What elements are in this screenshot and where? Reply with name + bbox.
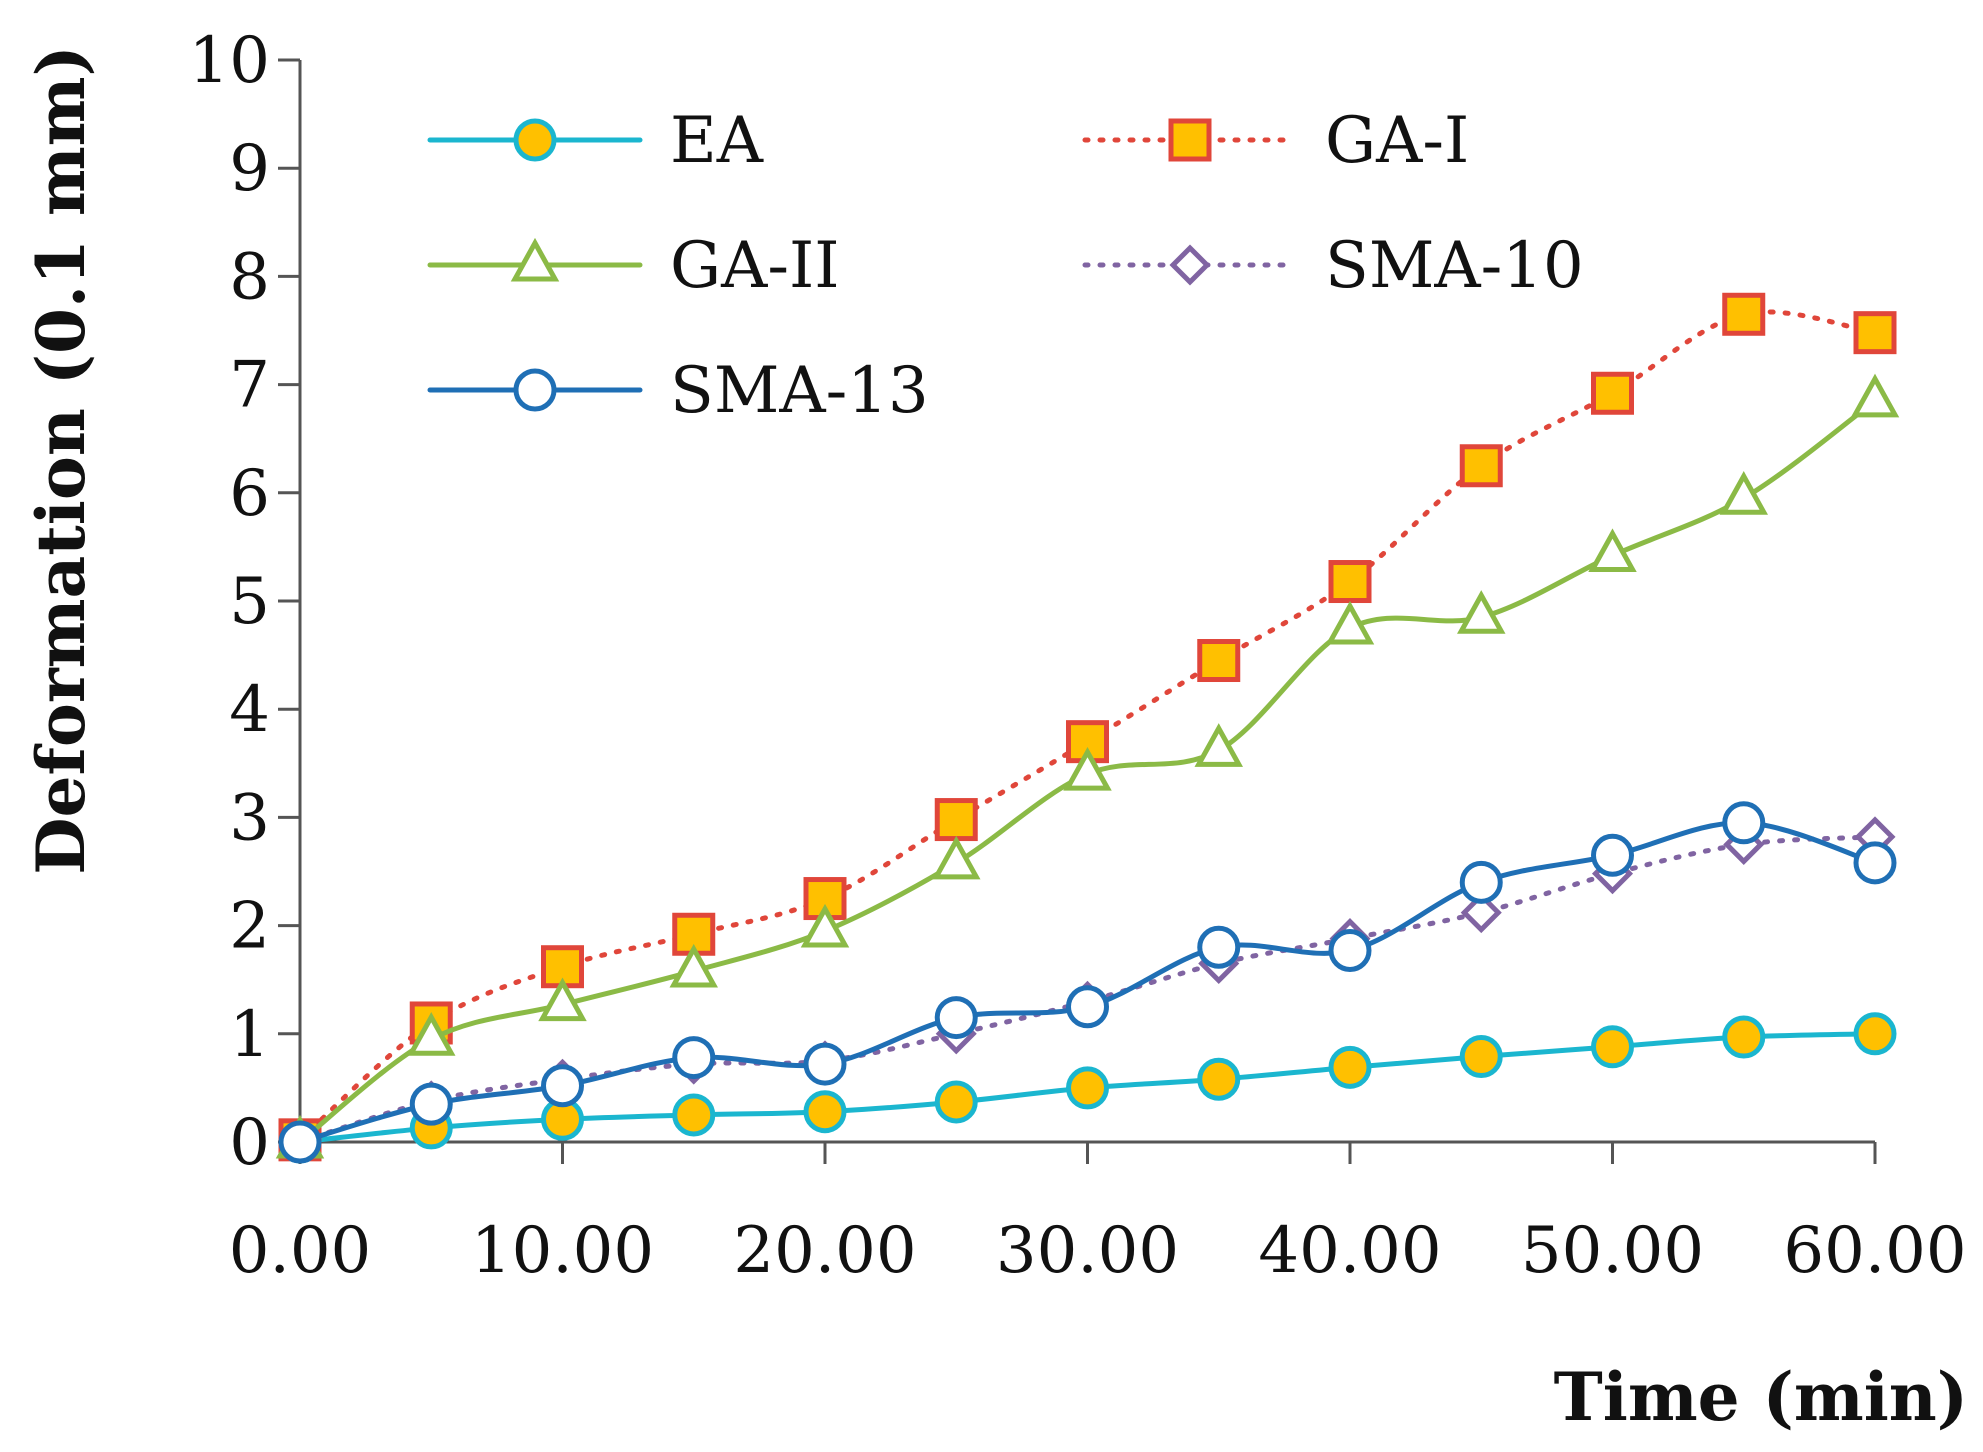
y-ticks: 0 1 2 3 4 5 6 7 8 9 10: [189, 24, 300, 1180]
data-point-ga-ii: [407, 1012, 456, 1056]
legend-item-sma-13: SMA-13: [427, 354, 929, 428]
data-point-ea: [1722, 1015, 1766, 1059]
data-point-sma-13: [672, 1036, 716, 1080]
axes: [298, 60, 1875, 1144]
data-point-ga-ii: [1719, 471, 1768, 515]
data-point-ga-ii: [800, 903, 850, 948]
legend-item-ga-ii: GA-II: [427, 229, 840, 303]
data-point-ea: [1328, 1045, 1372, 1089]
series-sma-13: [278, 801, 1897, 1164]
legend-label: GA-II: [670, 229, 840, 303]
y-tick-label: 4: [229, 673, 270, 747]
data-point-sma-13: [1459, 860, 1503, 904]
y-tick-label: 5: [229, 565, 270, 639]
data-point-sma-13: [541, 1064, 584, 1108]
data-point-ea: [1853, 1012, 1897, 1056]
data-point-ea: [803, 1090, 847, 1134]
legend-item-sma-10: SMA-10: [1082, 229, 1584, 303]
data-point-ea: [1066, 1066, 1109, 1110]
legend-label: SMA-10: [1325, 229, 1584, 303]
y-tick-label: 1: [229, 998, 270, 1072]
data-point-ea: [1197, 1057, 1241, 1101]
data-point-ga-ii: [538, 977, 587, 1022]
y-axis-title: Deformation (0.1 mm): [22, 45, 100, 874]
x-tick-label: 30.00: [996, 1214, 1179, 1288]
series-layer: [275, 292, 1900, 1164]
data-point-sma-13: [1066, 985, 1109, 1029]
data-point-ea: [1459, 1035, 1503, 1079]
x-axis-title: Time (min): [1554, 1358, 1968, 1436]
data-point-ea: [934, 1080, 978, 1124]
x-tick-label: 20.00: [733, 1214, 916, 1288]
data-point-ga-i: [1459, 444, 1503, 488]
x-tick-label: 50.00: [1521, 1214, 1704, 1288]
data-point-ga-ii: [1457, 590, 1506, 634]
data-point-ga-ii: [669, 943, 718, 988]
data-point-sma-13: [1328, 928, 1372, 972]
x-ticks: 0.00 10.00 20.00 30.00 40.00 50.00 60.00: [229, 1142, 1967, 1288]
data-point-sma-13: [803, 1042, 847, 1086]
x-tick-label: 40.00: [1258, 1214, 1441, 1288]
data-point-ga-i: [1328, 560, 1372, 604]
data-point-sma-13: [278, 1120, 322, 1164]
legend: EA GA-I GA-II SMA-10 SMA-13: [427, 104, 1584, 428]
y-tick-label: 10: [189, 24, 270, 98]
data-point-ga-ii: [1588, 528, 1637, 573]
y-tick-label: 3: [229, 781, 270, 855]
x-tick-label: 10.00: [471, 1214, 654, 1288]
y-tick-label: 6: [229, 457, 270, 531]
data-point-ga-i: [1722, 292, 1766, 336]
x-tick-label: 0.00: [229, 1214, 372, 1288]
data-point-ga-ii: [1850, 373, 1900, 418]
data-point-ga-i: [1197, 639, 1241, 683]
y-tick-label: 2: [229, 890, 270, 964]
legend-item-ga-i: GA-I: [1082, 104, 1469, 178]
legend-marker: [513, 118, 557, 162]
series-ga-ii: [275, 373, 1900, 1159]
data-point-sma-10: [1460, 892, 1502, 934]
legend-marker: [1169, 244, 1211, 286]
y-tick-label: 9: [229, 132, 270, 206]
legend-label: SMA-13: [670, 354, 929, 428]
data-point-sma-13: [409, 1082, 453, 1126]
x-tick-label: 60.00: [1783, 1214, 1966, 1288]
data-point-ga-ii: [932, 835, 981, 880]
legend-item-ea: EA: [427, 104, 764, 178]
y-tick-label: 8: [229, 240, 270, 314]
data-point-sma-13: [1591, 833, 1634, 877]
data-point-sma-13: [1197, 925, 1241, 969]
legend-label: GA-I: [1325, 104, 1469, 178]
data-point-ga-ii: [1063, 746, 1112, 791]
legend-marker: [510, 237, 560, 282]
data-point-ga-i: [1853, 311, 1897, 355]
data-point-sma-13: [1722, 801, 1766, 845]
data-point-sma-13: [1853, 841, 1897, 885]
legend-marker: [513, 368, 557, 412]
legend-marker: [1168, 118, 1212, 162]
data-point-ga-i: [1591, 371, 1634, 415]
data-point-ga-ii: [1194, 723, 1243, 767]
y-tick-label: 7: [229, 349, 270, 423]
series-ga-i: [278, 292, 1897, 1162]
data-point-ga-ii: [1325, 600, 1375, 645]
data-point-ea: [1591, 1025, 1634, 1069]
data-point-ea: [672, 1093, 716, 1137]
data-point-ga-i: [934, 798, 978, 842]
data-point-sma-13: [934, 996, 978, 1040]
series-ea: [278, 1012, 1897, 1164]
y-tick-label: 0: [229, 1106, 270, 1180]
legend-label: EA: [670, 104, 764, 178]
